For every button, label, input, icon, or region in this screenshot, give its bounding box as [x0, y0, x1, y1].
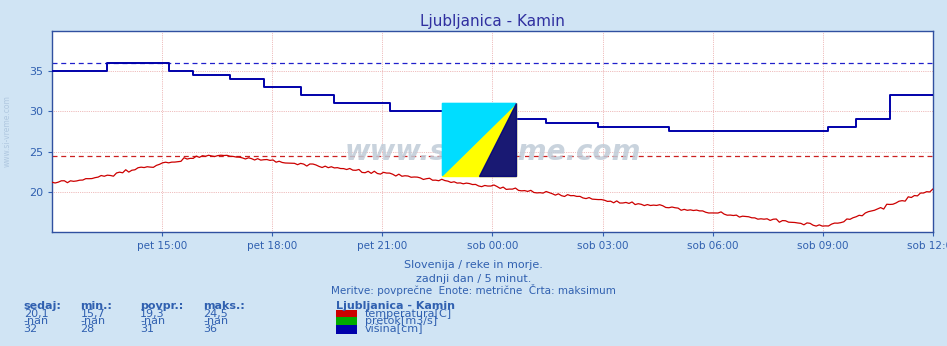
Text: -nan: -nan — [140, 316, 166, 326]
Text: sedaj:: sedaj: — [24, 301, 62, 311]
Text: www.si-vreme.com: www.si-vreme.com — [344, 138, 641, 165]
Text: maks.:: maks.: — [204, 301, 245, 311]
Text: 32: 32 — [24, 324, 38, 334]
Text: 36: 36 — [204, 324, 218, 334]
Text: Ljubljanica - Kamin: Ljubljanica - Kamin — [336, 301, 456, 311]
Text: www.si-vreme.com: www.si-vreme.com — [3, 95, 12, 167]
Polygon shape — [479, 103, 516, 176]
Text: -nan: -nan — [204, 316, 229, 326]
Text: pretok[m3/s]: pretok[m3/s] — [365, 316, 437, 326]
Text: 15,7: 15,7 — [80, 309, 105, 319]
Text: min.:: min.: — [80, 301, 113, 311]
Text: 31: 31 — [140, 324, 154, 334]
Text: -nan: -nan — [24, 316, 49, 326]
Title: Ljubljanica - Kamin: Ljubljanica - Kamin — [420, 13, 564, 29]
Polygon shape — [442, 103, 516, 176]
Text: zadnji dan / 5 minut.: zadnji dan / 5 minut. — [416, 274, 531, 284]
Polygon shape — [442, 103, 516, 176]
Text: višina[cm]: višina[cm] — [365, 324, 423, 334]
Text: 28: 28 — [80, 324, 95, 334]
Text: temperatura[C]: temperatura[C] — [365, 309, 452, 319]
Text: 24,5: 24,5 — [204, 309, 228, 319]
Text: Meritve: povprečne  Enote: metrične  Črta: maksimum: Meritve: povprečne Enote: metrične Črta:… — [331, 284, 616, 296]
Text: -nan: -nan — [80, 316, 106, 326]
Text: 19,3: 19,3 — [140, 309, 165, 319]
Text: Slovenija / reke in morje.: Slovenija / reke in morje. — [404, 260, 543, 270]
Text: povpr.:: povpr.: — [140, 301, 184, 311]
Text: 20,1: 20,1 — [24, 309, 48, 319]
